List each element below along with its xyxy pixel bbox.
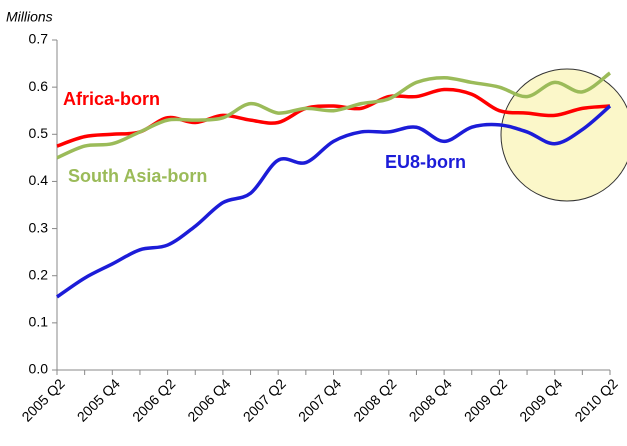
x-tick-label: 2008 Q2 xyxy=(350,375,399,424)
x-tick-label: 2008 Q4 xyxy=(406,375,455,424)
x-tick-label: 2006 Q4 xyxy=(184,375,233,424)
x-tick-label: 2006 Q2 xyxy=(129,375,178,424)
series-line xyxy=(56,104,612,299)
series-label: South Asia-born xyxy=(68,166,207,186)
y-axis-label: Millions xyxy=(6,9,53,25)
y-tick-label: 0.4 xyxy=(29,172,49,188)
x-tick-label: 2010 Q2 xyxy=(571,375,620,424)
y-tick-label: 0.7 xyxy=(29,31,49,47)
y-tick-label: 0.1 xyxy=(29,314,49,330)
y-tick-label: 0.5 xyxy=(29,125,49,141)
x-tick-label: 2005 Q2 xyxy=(18,375,67,424)
series-label: EU8-born xyxy=(385,152,466,172)
series-line xyxy=(56,71,612,160)
series-label: Africa-born xyxy=(63,89,160,109)
y-tick-label: 0.0 xyxy=(29,361,49,377)
x-tick-label: 2005 Q4 xyxy=(74,375,123,424)
x-tick-label: 2007 Q4 xyxy=(295,375,344,424)
x-tick-label: 2009 Q2 xyxy=(461,375,510,424)
y-tick-label: 0.6 xyxy=(29,78,49,94)
y-tick-label: 0.3 xyxy=(29,219,49,235)
x-tick-label: 2009 Q4 xyxy=(516,375,565,424)
x-tick-label: 2007 Q2 xyxy=(240,375,289,424)
highlight-circle xyxy=(500,68,627,202)
y-tick-label: 0.2 xyxy=(29,266,49,282)
